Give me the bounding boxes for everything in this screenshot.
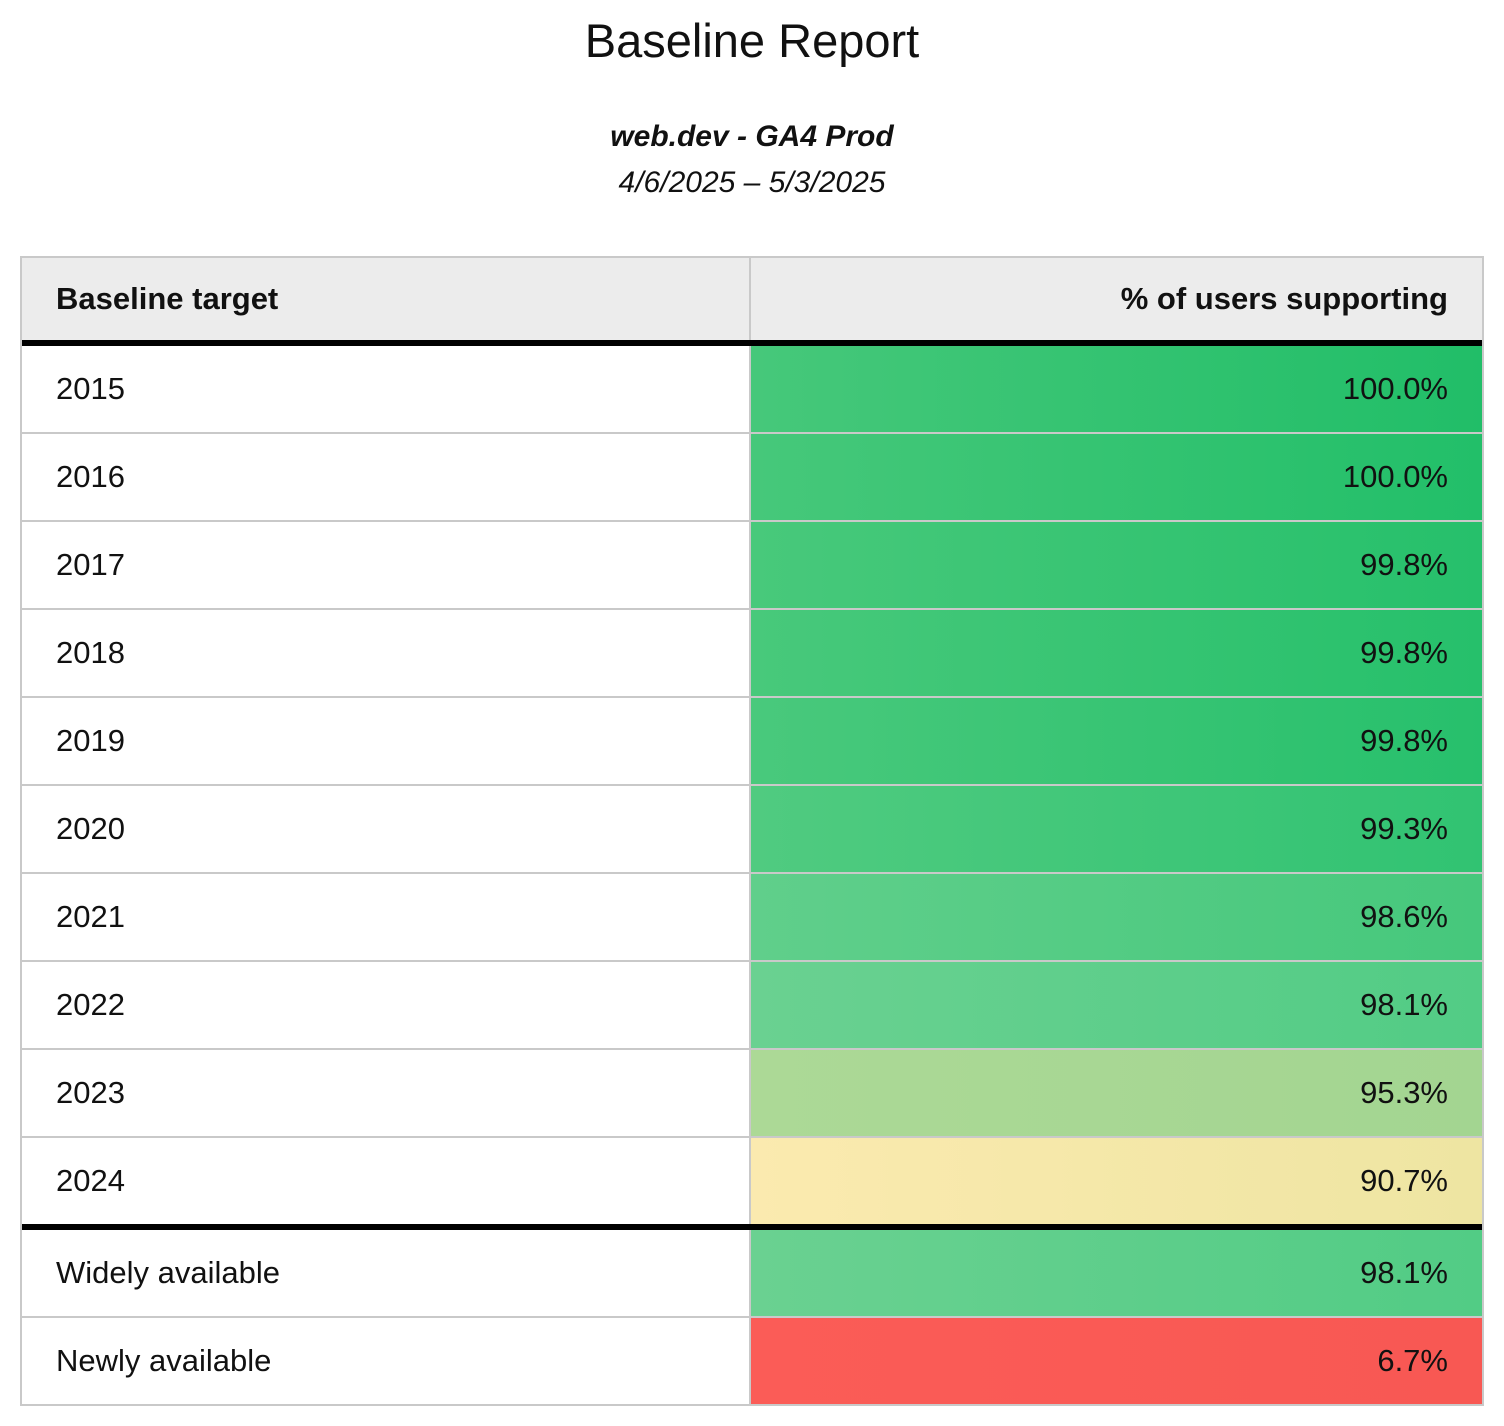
row-label: 2023 <box>22 1050 751 1136</box>
table-row: 2016 100.0% <box>22 432 1482 520</box>
report-date-range: 4/6/2025 – 5/3/2025 <box>618 166 886 199</box>
row-value: 100.0% <box>751 434 1482 520</box>
table-row: Newly available 6.7% <box>22 1316 1482 1404</box>
table-body: 2015 100.0% 2016 100.0% 2017 99.8% 2018 … <box>22 346 1482 1404</box>
row-value: 98.1% <box>751 1230 1482 1316</box>
table-row: 2021 98.6% <box>22 872 1482 960</box>
row-label: 2019 <box>22 698 751 784</box>
row-value: 100.0% <box>751 346 1482 432</box>
table-row: 2023 95.3% <box>22 1048 1482 1136</box>
row-value: 99.8% <box>751 610 1482 696</box>
table-header-row: Baseline target % of users supporting <box>22 258 1482 346</box>
row-label: 2016 <box>22 434 751 520</box>
row-label: 2024 <box>22 1138 751 1224</box>
row-label: 2018 <box>22 610 751 696</box>
row-value: 90.7% <box>751 1138 1482 1224</box>
table-row: 2024 90.7% <box>22 1136 1482 1224</box>
row-value: 98.6% <box>751 874 1482 960</box>
row-label: 2022 <box>22 962 751 1048</box>
row-value: 6.7% <box>751 1318 1482 1404</box>
row-value: 95.3% <box>751 1050 1482 1136</box>
column-header-percent-users-supporting: % of users supporting <box>1120 281 1448 316</box>
row-label: 2021 <box>22 874 751 960</box>
table-row: 2019 99.8% <box>22 696 1482 784</box>
row-label: 2020 <box>22 786 751 872</box>
report-subtitle: web.dev - GA4 Prod <box>610 120 894 153</box>
row-label: 2015 <box>22 346 751 432</box>
row-value: 99.3% <box>751 786 1482 872</box>
row-label: Widely available <box>22 1230 751 1316</box>
table-row: 2020 99.3% <box>22 784 1482 872</box>
report-header: Baseline Report web.dev - GA4 Prod 4/6/2… <box>0 0 1504 201</box>
table-row: 2018 99.8% <box>22 608 1482 696</box>
table-row: 2015 100.0% <box>22 346 1482 432</box>
row-label: Newly available <box>22 1318 751 1404</box>
row-value: 99.8% <box>751 698 1482 784</box>
column-header-baseline-target: Baseline target <box>22 258 751 340</box>
baseline-table: Baseline target % of users supporting 20… <box>20 256 1484 1406</box>
row-value: 99.8% <box>751 522 1482 608</box>
table-row: Widely available 98.1% <box>22 1224 1482 1316</box>
row-label: 2017 <box>22 522 751 608</box>
row-value: 98.1% <box>751 962 1482 1048</box>
table-row: 2017 99.8% <box>22 520 1482 608</box>
page-title: Baseline Report <box>584 14 920 67</box>
table-row: 2022 98.1% <box>22 960 1482 1048</box>
